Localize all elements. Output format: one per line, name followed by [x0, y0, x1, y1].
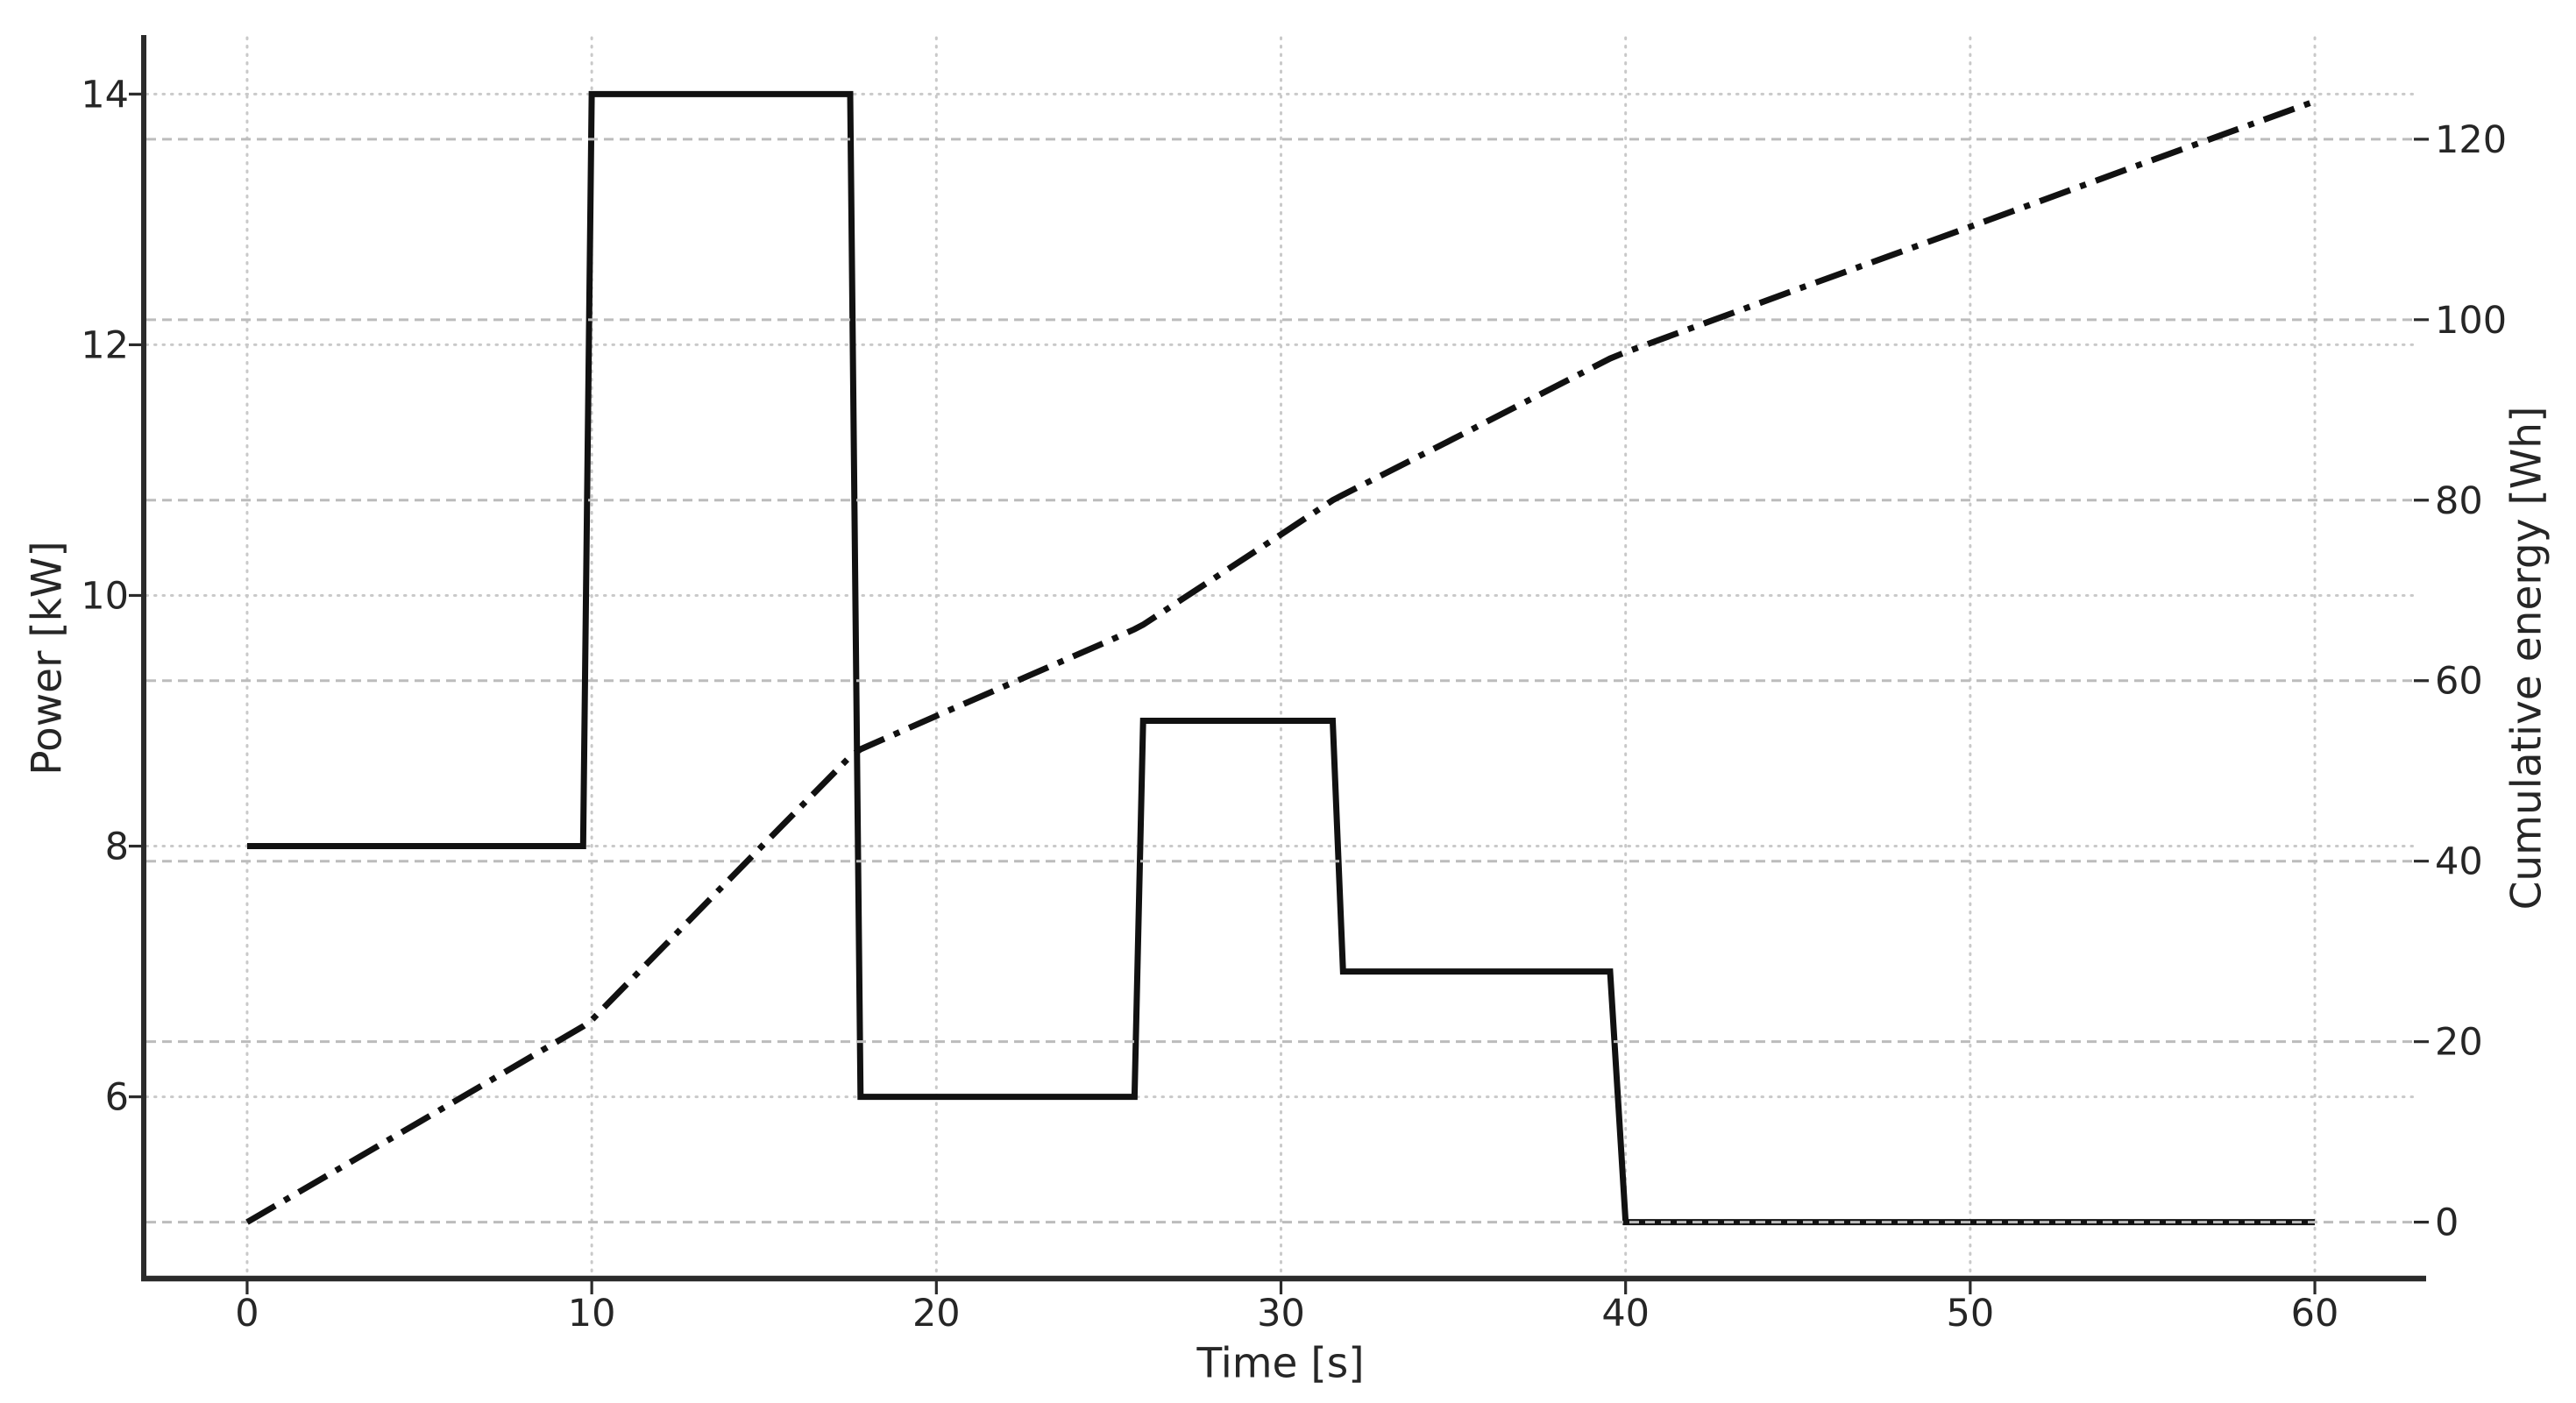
right-tick-label: 0: [2435, 1201, 2459, 1245]
x-tick-label: 0: [235, 1292, 259, 1336]
right-tick-label: 100: [2435, 299, 2507, 343]
y-axis-label-left: Power [kW]: [23, 541, 72, 776]
right-tick-label: 20: [2435, 1021, 2483, 1065]
y-axis-label-right: Cumulative energy [Wh]: [2502, 406, 2551, 911]
left-tick-label: 10: [81, 574, 129, 618]
right-tick-label: 40: [2435, 840, 2483, 884]
left-tick-label: 6: [105, 1076, 129, 1120]
x-tick-label: 40: [1601, 1292, 1650, 1336]
cumulative-energy-series-line: [245, 98, 2317, 1225]
x-axis-label: Time [s]: [1196, 1339, 1365, 1388]
right-tick-label: 120: [2435, 118, 2507, 162]
left-tick-label: 14: [81, 73, 129, 117]
left-tick-label: 8: [105, 826, 129, 869]
x-tick-label: 60: [2291, 1292, 2339, 1336]
right-tick-label: 80: [2435, 479, 2483, 523]
right-tick-label: 60: [2435, 660, 2483, 704]
power-series-line: [247, 90, 2315, 1226]
x-tick-label: 20: [912, 1292, 961, 1336]
left-tick-label: 12: [81, 323, 129, 367]
x-tick-label: 10: [568, 1292, 616, 1336]
x-tick-label: 30: [1257, 1292, 1305, 1336]
x-tick-label: 50: [1947, 1292, 1995, 1336]
